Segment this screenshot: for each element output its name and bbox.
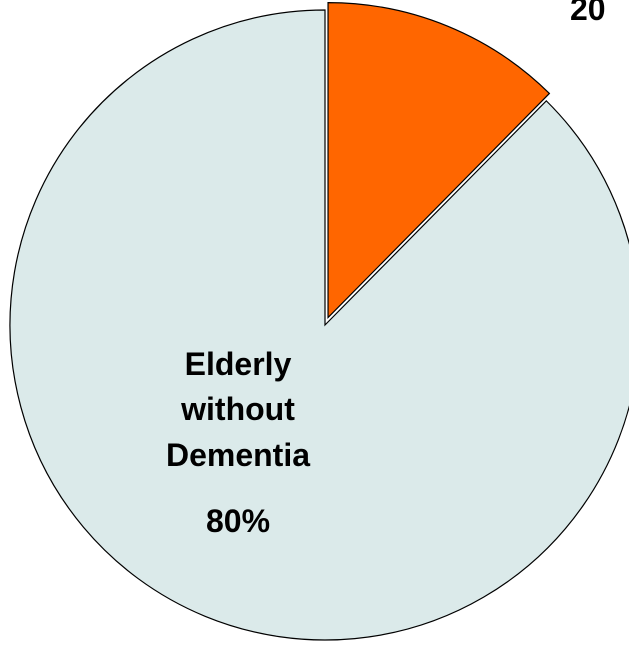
pie-slice-elderly-without-dementia — [9, 9, 629, 641]
label-line: Dementia — [166, 437, 310, 473]
slice-label-elderly-without-dementia: Elderly without Dementia 80% — [166, 346, 310, 539]
slice-label-dementia: 20 — [570, 0, 606, 27]
label-line: without — [180, 391, 295, 427]
pie-slice-dementia — [327, 1, 551, 320]
label-line: Elderly — [185, 346, 292, 382]
label-line: 80% — [206, 503, 270, 539]
